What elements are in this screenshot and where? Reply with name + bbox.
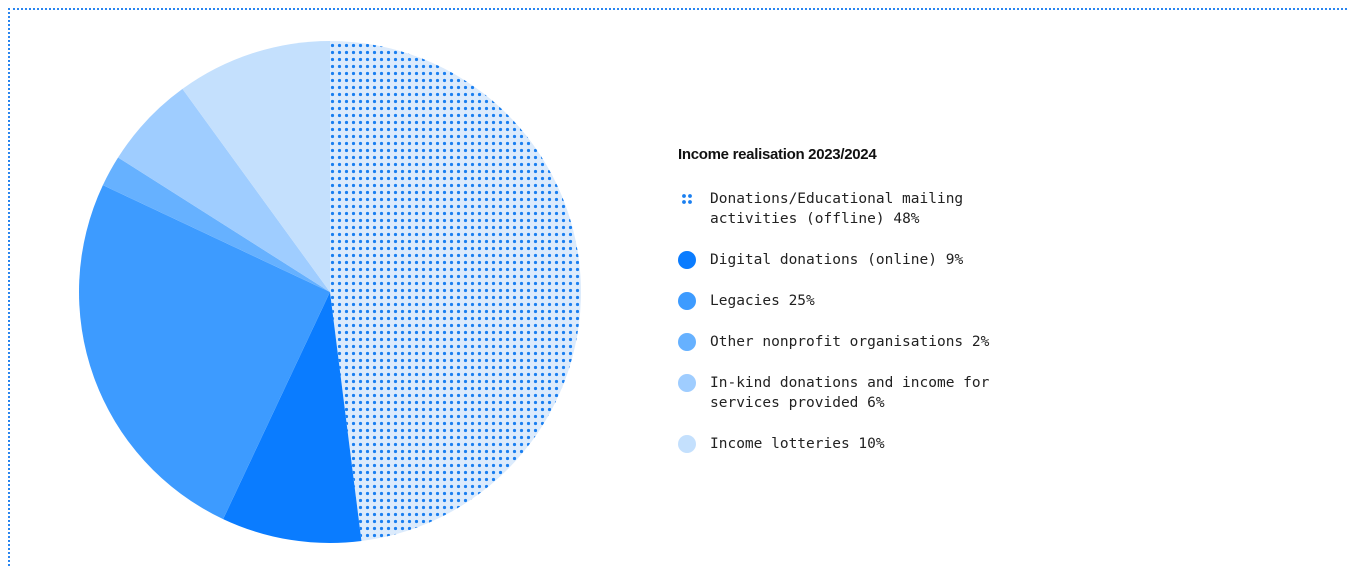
legend-marker <box>682 194 692 204</box>
legend-item: In-kind donations and income for service… <box>678 373 1058 413</box>
legend-text: Other nonprofit organisations 2% <box>710 332 1050 352</box>
legend-item: Other nonprofit organisations 2% <box>678 332 1058 352</box>
pie-slice <box>102 157 330 292</box>
legend-marker <box>678 435 696 453</box>
legend-label: Income lotteries <box>710 436 850 452</box>
legend-value: 2% <box>971 334 990 350</box>
legend-marker-dot <box>678 435 696 453</box>
legend-label: In-kind donations and income for service… <box>710 375 990 411</box>
pie-slice <box>118 88 330 292</box>
legend-text: Legacies 25% <box>710 291 1050 311</box>
pie-slice <box>223 292 362 543</box>
legend-value: 48% <box>893 211 920 227</box>
legend-marker <box>678 333 696 351</box>
legend-item: Income lotteries 10% <box>678 434 1058 454</box>
frame <box>8 8 1347 566</box>
legend-value: 10% <box>858 436 885 452</box>
legend-marker <box>678 292 696 310</box>
legend-text: In-kind donations and income for service… <box>710 373 1050 413</box>
legend-marker-dot <box>678 251 696 269</box>
legend-marker-dot <box>678 292 696 310</box>
legend-item: Digital donations (online) 9% <box>678 250 1058 270</box>
legend-marker-dot <box>678 333 696 351</box>
legend: Income realisation 2023/2024 Donations/E… <box>678 146 1058 475</box>
legend-value: 9% <box>945 252 964 268</box>
legend-marker-dot <box>682 200 686 204</box>
legend-text: Donations/Educational mailing activities… <box>710 189 1050 229</box>
legend-text: Income lotteries 10% <box>710 434 1050 454</box>
legend-label: Donations/Educational mailing activities… <box>710 191 964 227</box>
legend-marker-dot <box>678 374 696 392</box>
legend-label: Digital donations (online) <box>710 252 937 268</box>
pie-slice <box>79 185 331 520</box>
legend-value: 6% <box>867 395 885 411</box>
pie-slice <box>182 41 330 292</box>
legend-label: Other nonprofit organisations <box>710 334 964 350</box>
legend-title: Income realisation 2023/2024 <box>678 146 877 163</box>
pie-chart <box>79 41 582 543</box>
legend-marker-dot <box>688 200 692 204</box>
legend-marker-dot <box>688 194 692 198</box>
legend-item: Legacies 25% <box>678 291 1058 311</box>
legend-marker <box>678 251 696 269</box>
legend-marker <box>678 374 696 392</box>
legend-value: 25% <box>788 293 815 309</box>
legend-marker-dot <box>682 194 686 198</box>
legend-label: Legacies <box>710 293 780 309</box>
legend-text: Digital donations (online) 9% <box>710 250 1050 270</box>
pie-slice <box>330 41 582 542</box>
legend-item: Donations/Educational mailing activities… <box>678 189 1058 229</box>
